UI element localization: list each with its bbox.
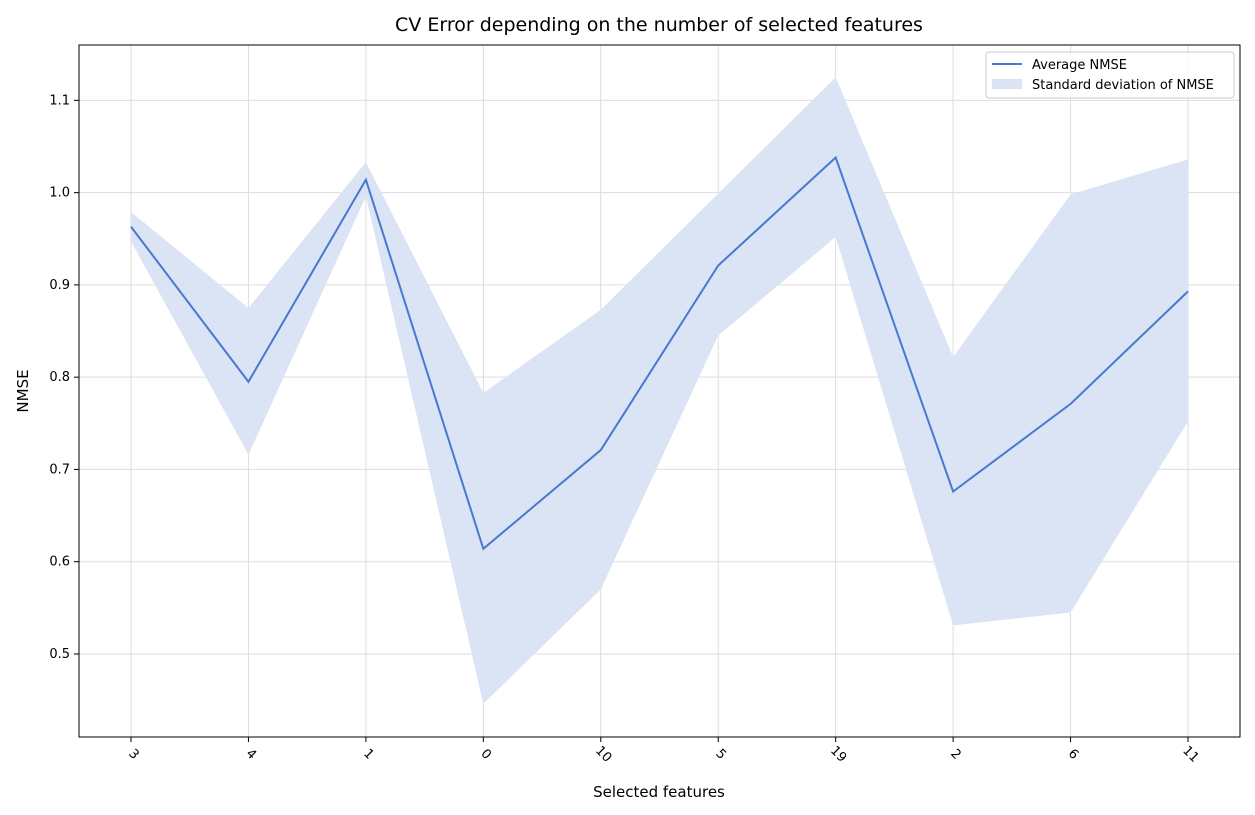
y-tick-label: 1.0	[49, 186, 70, 201]
x-tick-label: 11	[1179, 743, 1201, 765]
avg-nmse-line	[130, 155, 1189, 551]
chart-title: CV Error depending on the number of sele…	[395, 14, 923, 36]
x-axis-ticks: 3 4 1 0 10 5 19 2 6 11	[125, 737, 1202, 766]
plot-frame	[78, 44, 1241, 738]
x-tick-label: 3	[125, 746, 141, 762]
x-tick-label: 4	[243, 746, 259, 762]
x-tick-label: 5	[712, 746, 728, 762]
y-tick-label: 0.5	[49, 647, 70, 662]
y-tick-label: 0.8	[49, 370, 70, 385]
y-tick-label: 0.7	[49, 462, 70, 477]
x-tick-label: 10	[592, 743, 614, 765]
y-tick-label: 0.9	[49, 278, 70, 293]
y-axis-label: NMSE	[14, 369, 32, 412]
x-tick-label: 2	[947, 746, 963, 762]
legend-entry-std: Standard deviation of NMSE	[1032, 78, 1214, 93]
y-axis-ticks: 0.5 0.6 0.7 0.8 0.9 1.0 1.1	[49, 93, 79, 662]
x-tick-label: 1	[360, 746, 376, 762]
x-axis-label: Selected features	[593, 783, 725, 801]
y-tick-label: 0.6	[49, 555, 70, 570]
legend-band-swatch	[992, 79, 1022, 89]
legend-entry-average: Average NMSE	[1032, 58, 1127, 73]
x-tick-label: 6	[1065, 746, 1081, 762]
x-tick-label: 0	[478, 746, 494, 762]
std-band	[131, 77, 1188, 704]
legend: Average NMSE Standard deviation of NMSE	[985, 51, 1235, 99]
y-tick-label: 1.1	[49, 93, 70, 108]
legend-box	[985, 51, 1235, 99]
x-tick-label: 19	[827, 743, 849, 765]
